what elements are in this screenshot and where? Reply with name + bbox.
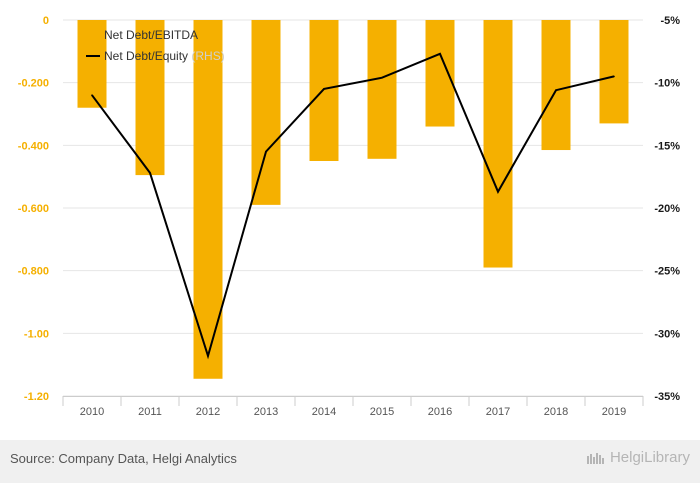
library-icon (586, 452, 604, 464)
left-tick-label-0: 0 (43, 15, 49, 27)
right-axis-ticks: -5% -10% -15% -20% -25% -30% -35% (654, 15, 680, 403)
x-tick-label-2019: 2019 (602, 406, 626, 418)
line-point-2014 (323, 88, 325, 90)
right-tick-label-6: -35% (654, 391, 680, 403)
bar-2019 (599, 20, 629, 124)
line-point-2013 (265, 150, 267, 153)
x-tick-label-2014: 2014 (312, 406, 336, 418)
legend: Net Debt/EBITDA Net Debt/Equity (RHS) (86, 28, 225, 63)
x-tick-label-2015: 2015 (370, 406, 394, 418)
combo-chart: 0-0.200-0.400-0.600-0.800-1.00-1.20 -5%-… (18, 15, 680, 418)
left-tick-label-3: -0.600 (18, 203, 49, 215)
bar-2018 (541, 20, 571, 151)
x-tick-label-2012: 2012 (196, 406, 220, 418)
right-tick-label-1: -10% (654, 78, 680, 90)
bar-2014 (309, 20, 339, 161)
line-point-2011 (149, 172, 151, 174)
bar-series-net-debt-ebitda (77, 20, 629, 379)
x-tick-label-2016: 2016 (428, 406, 452, 418)
left-tick-label-1: -0.200 (18, 78, 49, 90)
line-point-2010 (91, 94, 93, 96)
legend-label-ebitda: Net Debt/EBITDA (104, 28, 198, 42)
bar-2016 (425, 20, 455, 127)
right-tick-label-0: -5% (660, 15, 680, 27)
line-series-net-debt-equity (91, 52, 615, 360)
right-tick-label-2: -15% (654, 140, 680, 152)
x-axis: 2010 2011 2012 2013 2014 2015 2016 2017 2018 2019 (62, 396, 644, 418)
x-tick-label-2017: 2017 (486, 406, 510, 418)
source-note: Source: Company Data, Helgi Analytics (10, 451, 237, 466)
left-tick-label-6: -1.20 (24, 391, 49, 403)
line-point-2016 (439, 53, 441, 55)
line-point-2019 (613, 75, 615, 78)
right-tick-label-3: -20% (654, 203, 680, 215)
left-tick-label-5: -1.00 (24, 328, 49, 340)
line-point-2012 (207, 355, 209, 357)
footer: Source: Company Data, Helgi Analytics He… (0, 440, 700, 483)
line-net-debt-equity (91, 52, 615, 360)
legend-label-equity: Net Debt/Equity (RHS) (104, 49, 225, 63)
right-tick-label-4: -25% (654, 266, 680, 278)
x-tick-label-2013: 2013 (254, 406, 278, 418)
bar-2015 (367, 20, 397, 159)
x-tick-label-2010: 2010 (80, 406, 104, 418)
bar-2013 (251, 20, 281, 205)
x-tick-label-2018: 2018 (544, 406, 568, 418)
left-tick-label-4: -0.800 (18, 266, 49, 278)
left-tick-label-2: -0.400 (18, 140, 49, 152)
line-point-2015 (381, 76, 383, 79)
x-tick-label-2011: 2011 (138, 406, 162, 418)
brand-name: HelgiLibrary (609, 449, 690, 466)
bar-2011 (135, 20, 165, 176)
legend-swatch-ebitda (88, 29, 100, 41)
line-point-2017 (497, 190, 499, 193)
legend-label-equity-name: Net Debt/Equity (104, 49, 188, 63)
brand-logo[interactable]: HelgiLibrary (586, 449, 690, 466)
left-axis-ticks: 0 -0.200 -0.400 -0.600 -0.800 -1.00 -1.20 (18, 15, 49, 403)
line-point-2018 (555, 89, 557, 91)
legend-label-equity-suffix: (RHS) (188, 49, 225, 63)
bar-2017 (483, 20, 513, 268)
right-tick-label-5: -30% (654, 328, 680, 340)
